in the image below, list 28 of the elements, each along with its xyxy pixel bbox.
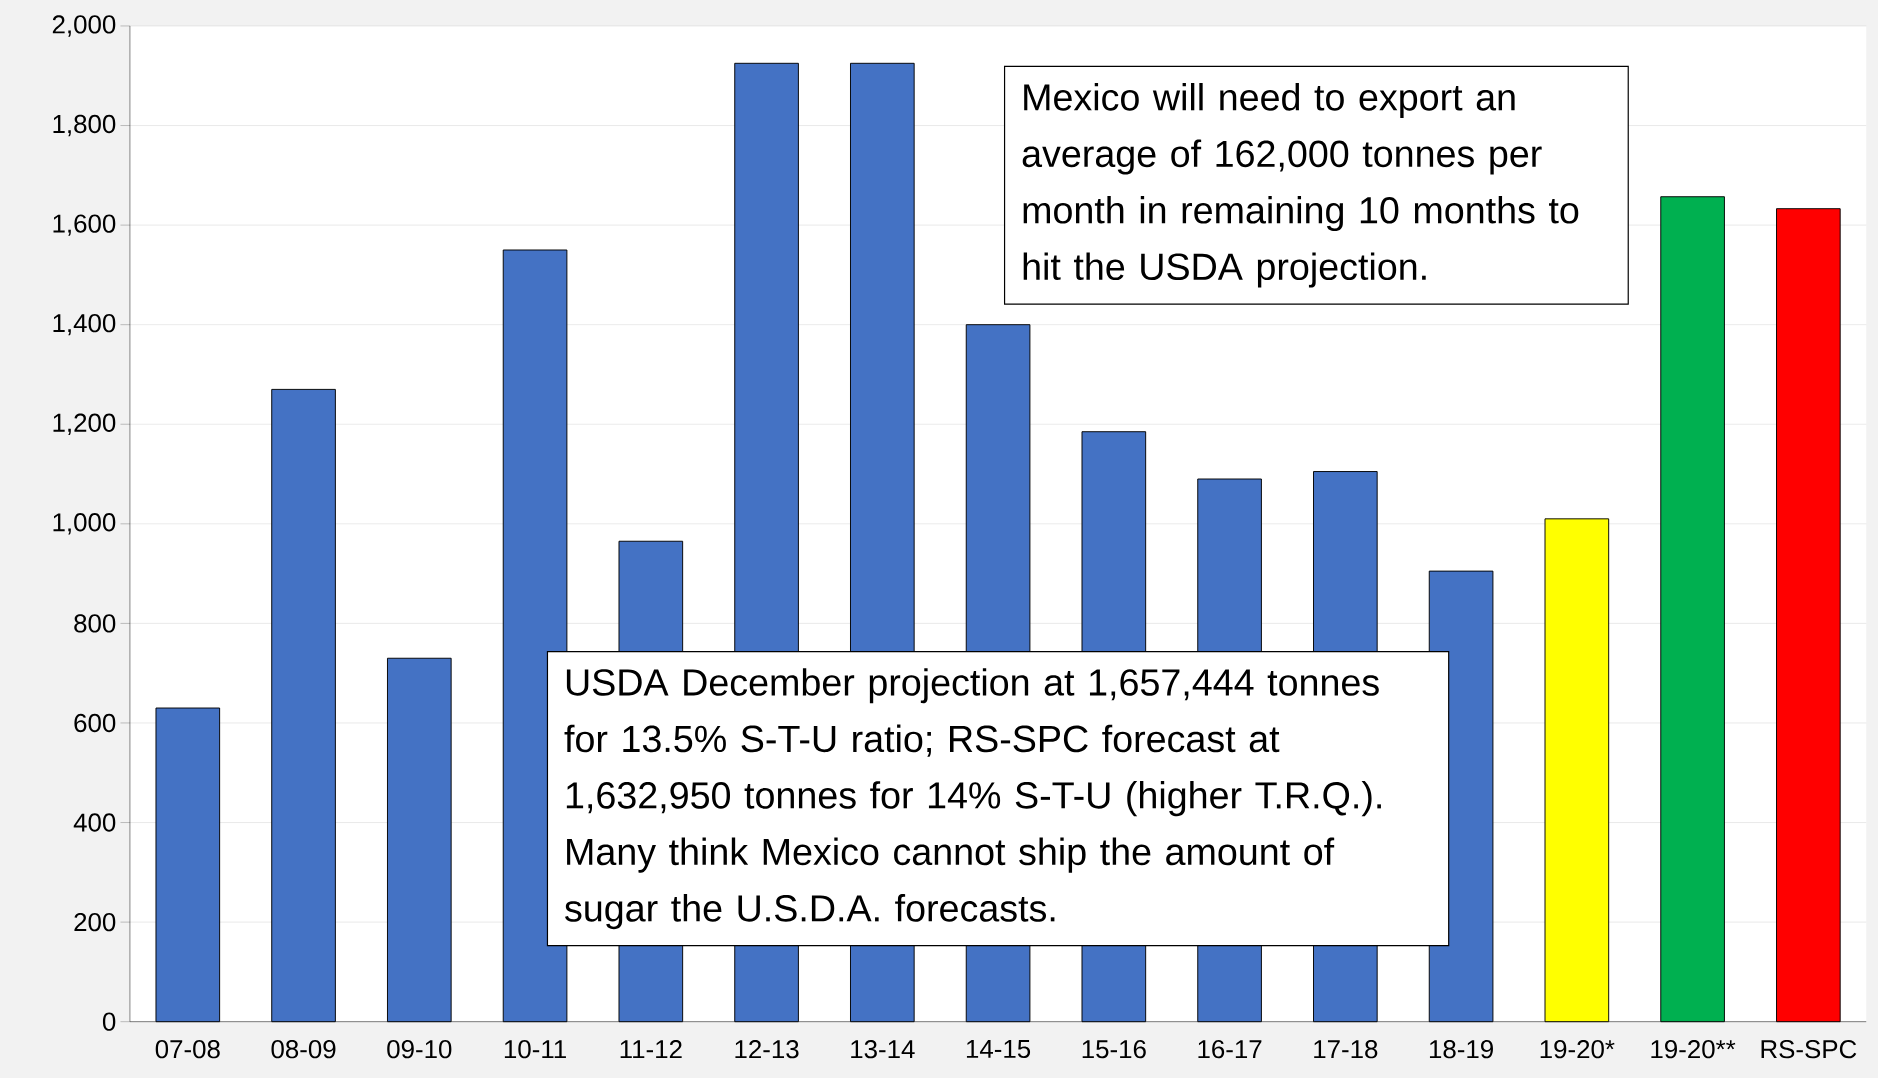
x-tick-label: 14-15 (966, 1039, 1031, 1058)
y-tick-label: 1,600 (53, 214, 116, 236)
x-tick-label: 12-13 (735, 1039, 799, 1059)
y-tick-label: 800 (74, 614, 116, 633)
x-tick-label: 19-20* (1540, 1039, 1615, 1059)
y-tick-label: 1,400 (53, 313, 116, 336)
x-tick-label: 15-16 (1082, 1039, 1146, 1059)
x-tick-label: 07-08 (155, 1039, 220, 1059)
y-tick-label: 2,000 (52, 15, 116, 37)
x-tick-label: 08-09 (271, 1039, 336, 1059)
y-tick-label: 0 (102, 1012, 116, 1031)
annotation: USDA December projection at 1,657,444 tonnes for 13.5% S-T-U ratio; RS-SPC forecast at 1,632,950 tonnes for 14% S-T-U (higher T.R.Q.). Many think Mexico cannot ship the amount of sugar the U.S.D.A. forecasts. (564, 667, 1381, 929)
y-tick-label: 1,000 (53, 512, 116, 535)
y-tick-label: 400 (73, 813, 116, 832)
x-tick-label: 19-20** (1651, 1039, 1736, 1059)
annotation: Mexico will need to export an average of 162,000 tonnes per month in remaining 10 months to hit the USDA projection. (1022, 82, 1579, 288)
x-tick-label: 11-12 (620, 1039, 682, 1058)
y-tick-label: 200 (74, 912, 116, 932)
x-tick-label: 09-10 (387, 1039, 452, 1059)
x-tick-label: 17-18 (1314, 1039, 1378, 1059)
x-tick-label: 18-19 (1429, 1039, 1493, 1059)
x-tick-label: 10-11 (504, 1039, 566, 1059)
x-tick-label: 13-14 (851, 1039, 915, 1059)
y-tick-label: 1,800 (53, 114, 116, 137)
x-tick-label: RS-SPC (1761, 1039, 1857, 1059)
y-tick-label: 1,200 (53, 413, 116, 435)
x-tick-label: 16-17 (1198, 1039, 1262, 1059)
y-tick-label: 600 (74, 713, 116, 732)
